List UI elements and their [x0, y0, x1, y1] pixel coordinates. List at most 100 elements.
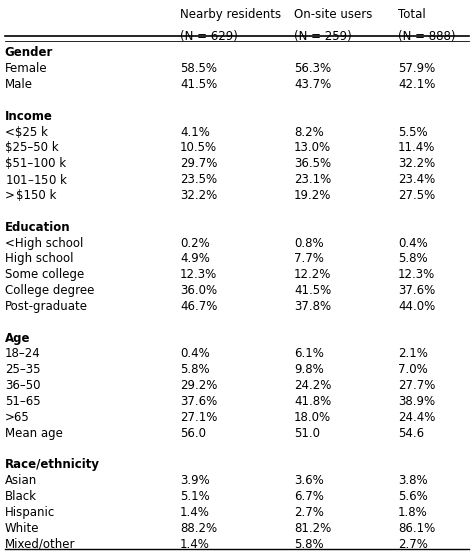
Text: 37.8%: 37.8%: [294, 300, 331, 313]
Text: 4.1%: 4.1%: [180, 126, 210, 139]
Text: 0.2%: 0.2%: [180, 236, 210, 249]
Text: 27.5%: 27.5%: [398, 189, 436, 202]
Text: 8.2%: 8.2%: [294, 126, 324, 139]
Text: > $150 k: > $150 k: [5, 189, 56, 202]
Text: 56.0: 56.0: [180, 427, 206, 440]
Text: 36–50: 36–50: [5, 379, 40, 392]
Text: Female: Female: [5, 62, 47, 75]
Text: 41.5%: 41.5%: [180, 78, 218, 91]
Text: 9.8%: 9.8%: [294, 363, 324, 376]
Text: 1.4%: 1.4%: [180, 506, 210, 519]
Text: 54.6: 54.6: [398, 427, 424, 440]
Text: 88.2%: 88.2%: [180, 522, 217, 535]
Text: 43.7%: 43.7%: [294, 78, 331, 91]
Text: 46.7%: 46.7%: [180, 300, 218, 313]
Text: Gender: Gender: [5, 46, 53, 59]
Text: Post-graduate: Post-graduate: [5, 300, 88, 313]
Text: 5.5%: 5.5%: [398, 126, 428, 139]
Text: 5.6%: 5.6%: [398, 490, 428, 503]
Text: 3.6%: 3.6%: [294, 474, 324, 487]
Text: $25–50 k: $25–50 k: [5, 141, 58, 154]
Text: 25–35: 25–35: [5, 363, 40, 376]
Text: 27.7%: 27.7%: [398, 379, 436, 392]
Text: 23.1%: 23.1%: [294, 173, 331, 186]
Text: 41.8%: 41.8%: [294, 395, 331, 408]
Text: 23.4%: 23.4%: [398, 173, 436, 186]
Text: Asian: Asian: [5, 474, 37, 487]
Text: 0.8%: 0.8%: [294, 236, 323, 249]
Text: 42.1%: 42.1%: [398, 78, 436, 91]
Text: 7.0%: 7.0%: [398, 363, 428, 376]
Text: 58.5%: 58.5%: [180, 62, 217, 75]
Text: 36.0%: 36.0%: [180, 284, 217, 297]
Text: 7.7%: 7.7%: [294, 252, 324, 266]
Text: 2.1%: 2.1%: [398, 348, 428, 361]
Text: 3.8%: 3.8%: [398, 474, 428, 487]
Text: Income: Income: [5, 110, 53, 123]
Text: Race/ethnicity: Race/ethnicity: [5, 458, 100, 471]
Text: 12.2%: 12.2%: [294, 268, 331, 281]
Text: 5.1%: 5.1%: [180, 490, 210, 503]
Text: 32.2%: 32.2%: [180, 189, 218, 202]
Text: 27.1%: 27.1%: [180, 411, 218, 424]
Text: 2.7%: 2.7%: [294, 506, 324, 519]
Text: 36.5%: 36.5%: [294, 157, 331, 170]
Text: 51–65: 51–65: [5, 395, 40, 408]
Text: 29.2%: 29.2%: [180, 379, 218, 392]
Text: 4.9%: 4.9%: [180, 252, 210, 266]
Text: Total: Total: [398, 8, 426, 21]
Text: Mean age: Mean age: [5, 427, 63, 440]
Text: 11.4%: 11.4%: [398, 141, 436, 154]
Text: 6.1%: 6.1%: [294, 348, 324, 361]
Text: (N = 629): (N = 629): [180, 30, 238, 42]
Text: (N = 888): (N = 888): [398, 30, 456, 42]
Text: 1.4%: 1.4%: [180, 538, 210, 551]
Text: 5.8%: 5.8%: [398, 252, 428, 266]
Text: Mixed/other: Mixed/other: [5, 538, 75, 551]
Text: 37.6%: 37.6%: [398, 284, 436, 297]
Text: 23.5%: 23.5%: [180, 173, 217, 186]
Text: College degree: College degree: [5, 284, 94, 297]
Text: Male: Male: [5, 78, 33, 91]
Text: 29.7%: 29.7%: [180, 157, 218, 170]
Text: 37.6%: 37.6%: [180, 395, 218, 408]
Text: <High school: <High school: [5, 236, 83, 249]
Text: 81.2%: 81.2%: [294, 522, 331, 535]
Text: 51.0: 51.0: [294, 427, 320, 440]
Text: Some college: Some college: [5, 268, 84, 281]
Text: 5.8%: 5.8%: [294, 538, 323, 551]
Text: $101–$150 k: $101–$150 k: [5, 173, 68, 187]
Text: 10.5%: 10.5%: [180, 141, 217, 154]
Text: 24.4%: 24.4%: [398, 411, 436, 424]
Text: 2.7%: 2.7%: [398, 538, 428, 551]
Text: 0.4%: 0.4%: [398, 236, 428, 249]
Text: (N = 259): (N = 259): [294, 30, 352, 42]
Text: 24.2%: 24.2%: [294, 379, 331, 392]
Text: White: White: [5, 522, 39, 535]
Text: 1.8%: 1.8%: [398, 506, 428, 519]
Text: Age: Age: [5, 331, 30, 344]
Text: 18.0%: 18.0%: [294, 411, 331, 424]
Text: On-site users: On-site users: [294, 8, 372, 21]
Text: 6.7%: 6.7%: [294, 490, 324, 503]
Text: 12.3%: 12.3%: [180, 268, 218, 281]
Text: <$25 k: <$25 k: [5, 126, 47, 139]
Text: 3.9%: 3.9%: [180, 474, 210, 487]
Text: 0.4%: 0.4%: [180, 348, 210, 361]
Text: $51–100 k: $51–100 k: [5, 157, 66, 170]
Text: 13.0%: 13.0%: [294, 141, 331, 154]
Text: >65: >65: [5, 411, 29, 424]
Text: 18–24: 18–24: [5, 348, 40, 361]
Text: 38.9%: 38.9%: [398, 395, 435, 408]
Text: 12.3%: 12.3%: [398, 268, 436, 281]
Text: 86.1%: 86.1%: [398, 522, 436, 535]
Text: 19.2%: 19.2%: [294, 189, 331, 202]
Text: Education: Education: [5, 221, 70, 234]
Text: 57.9%: 57.9%: [398, 62, 436, 75]
Text: Black: Black: [5, 490, 37, 503]
Text: High school: High school: [5, 252, 73, 266]
Text: 56.3%: 56.3%: [294, 62, 331, 75]
Text: 41.5%: 41.5%: [294, 284, 331, 297]
Text: 5.8%: 5.8%: [180, 363, 210, 376]
Text: 32.2%: 32.2%: [398, 157, 436, 170]
